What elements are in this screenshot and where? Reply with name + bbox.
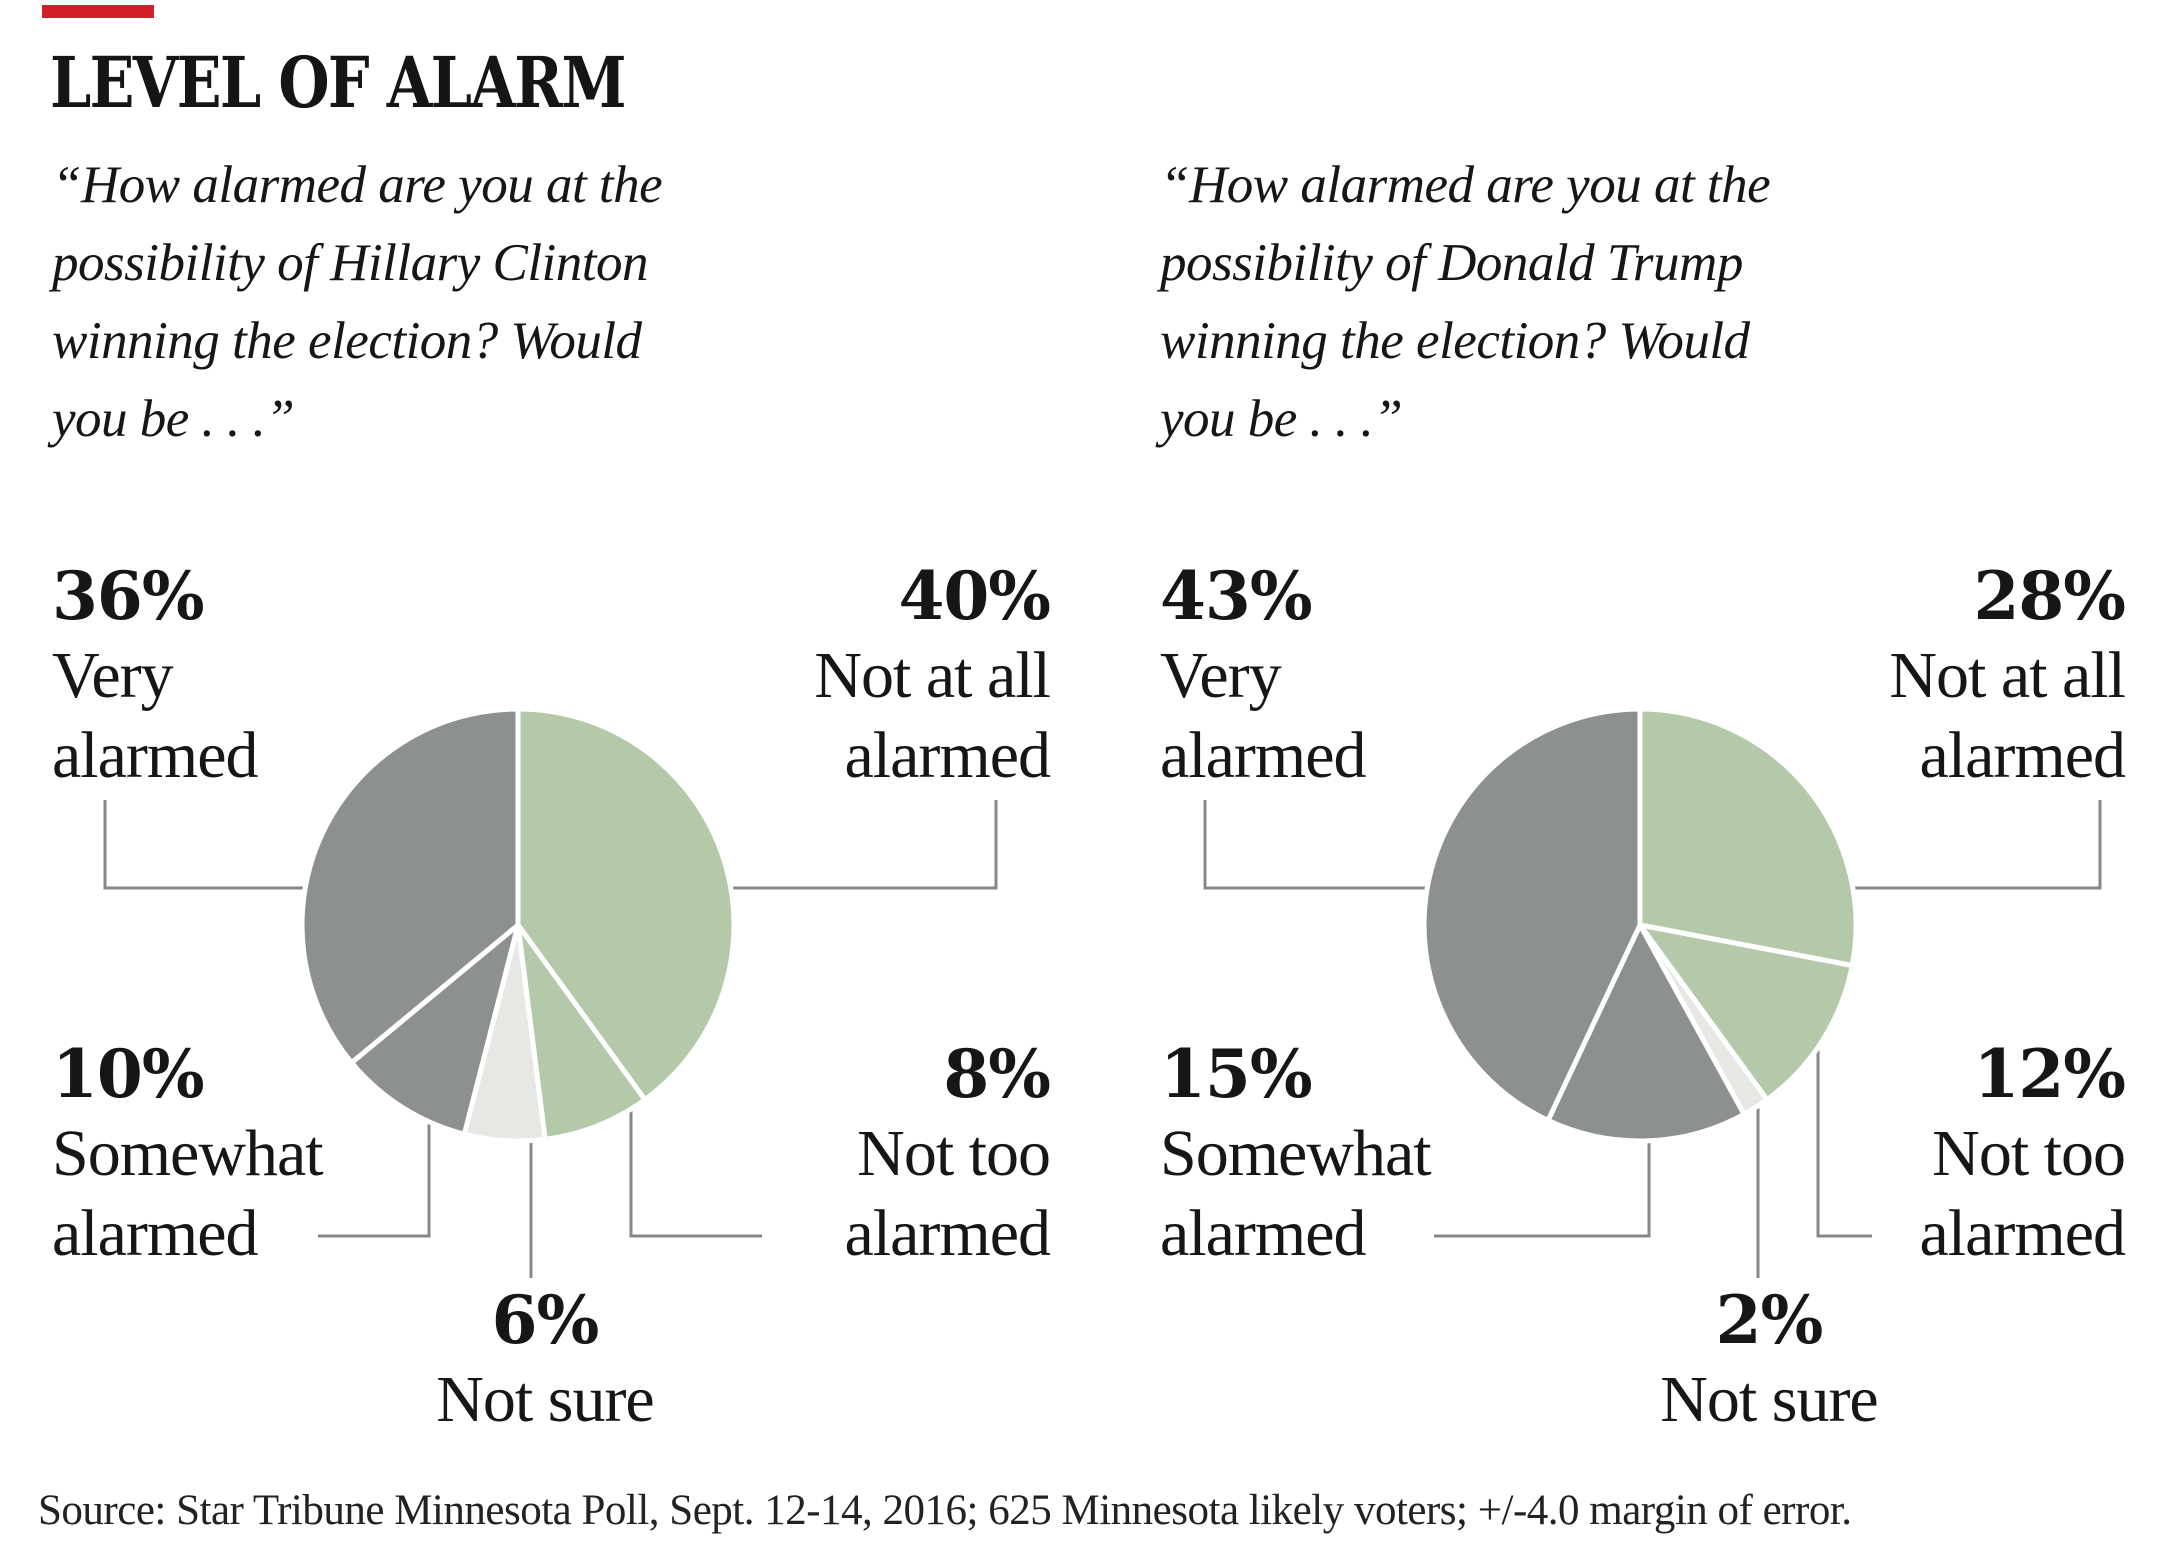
callout-very-clinton: 36% Very alarmed <box>52 556 512 796</box>
source-line: Source: Star Tribune Minnesota Poll, Sep… <box>38 1487 1852 1534</box>
stat-label: Not too alarmed <box>1919 1117 2126 1270</box>
pie-slice-not-too-alarmed <box>1637 922 1855 1103</box>
callout-not-sure-clinton: 6% Not sure <box>345 1280 745 1440</box>
stat-label: Not at all alarmed <box>1889 639 2126 792</box>
callout-line-not-at-all-trump <box>1855 800 2102 890</box>
stat-label: Somewhat alarmed <box>1160 1117 1432 1270</box>
callout-line-somewhat-trump <box>1434 1140 1651 1238</box>
stat-pct: 40% <box>898 557 1051 635</box>
pie-slice-somewhat-alarmed <box>349 922 521 1137</box>
question-clinton: “How alarmed are you at the possibility … <box>52 156 663 448</box>
stat-pct: 2% <box>1715 1281 1824 1359</box>
callout-line-not-too-trump <box>1816 1044 1872 1238</box>
callout-not-too-trump: 12% Not too alarmed <box>1665 1034 2126 1274</box>
callout-line-very-clinton <box>103 800 307 890</box>
stat-pct: 15% <box>1160 1035 1313 1113</box>
callout-somewhat-clinton: 10% Somewhat alarmed <box>52 1034 512 1274</box>
pie-slice-very-alarmed <box>1421 706 1643 1123</box>
question-trump: “How alarmed are you at the possibility … <box>1160 156 1771 448</box>
callout-not-at-all-clinton: 40% Not at all alarmed <box>590 556 1051 796</box>
stat-pct: 6% <box>491 1281 600 1359</box>
chart-title: LEVEL OF ALARM <box>50 41 627 124</box>
stat-pct: 28% <box>1973 557 2126 635</box>
callout-line-somewhat-clinton <box>318 1118 431 1238</box>
callout-line-not-too-clinton <box>629 1107 762 1238</box>
stat-label: Very alarmed <box>1160 639 1367 792</box>
stat-label: Not sure <box>1660 1363 1878 1436</box>
kicker-bar <box>42 5 154 18</box>
pie-trump <box>1421 706 1859 1144</box>
stat-label: Somewhat alarmed <box>52 1117 324 1270</box>
stat-label: Not sure <box>436 1363 654 1436</box>
stat-pct: 12% <box>1973 1035 2126 1113</box>
callout-not-at-all-trump: 28% Not at all alarmed <box>1665 556 2126 796</box>
pie-slice-somewhat-alarmed <box>1545 922 1747 1144</box>
pie-slice-very-alarmed <box>299 706 521 1066</box>
pie-slice-not-at-all-alarmed <box>1637 706 1859 968</box>
callout-line-not-at-all-clinton <box>733 800 998 890</box>
callout-not-sure-trump: 2% Not sure <box>1569 1280 1969 1440</box>
callout-somewhat-trump: 15% Somewhat alarmed <box>1160 1034 1620 1274</box>
stat-label: Not too alarmed <box>844 1117 1051 1270</box>
stat-label: Very alarmed <box>52 639 259 792</box>
callout-not-too-clinton: 8% Not too alarmed <box>590 1034 1051 1274</box>
callout-line-very-trump <box>1203 800 1429 890</box>
stat-pct: 36% <box>52 557 205 635</box>
pie-slice-not-at-all-alarmed <box>515 706 737 1103</box>
stat-pct: 8% <box>943 1035 1051 1113</box>
pie-clinton <box>299 706 737 1144</box>
stat-pct: 43% <box>1160 557 1313 635</box>
callout-very-trump: 43% Very alarmed <box>1160 556 1620 796</box>
stat-pct: 10% <box>52 1035 205 1113</box>
stat-label: Not at all alarmed <box>814 639 1051 792</box>
